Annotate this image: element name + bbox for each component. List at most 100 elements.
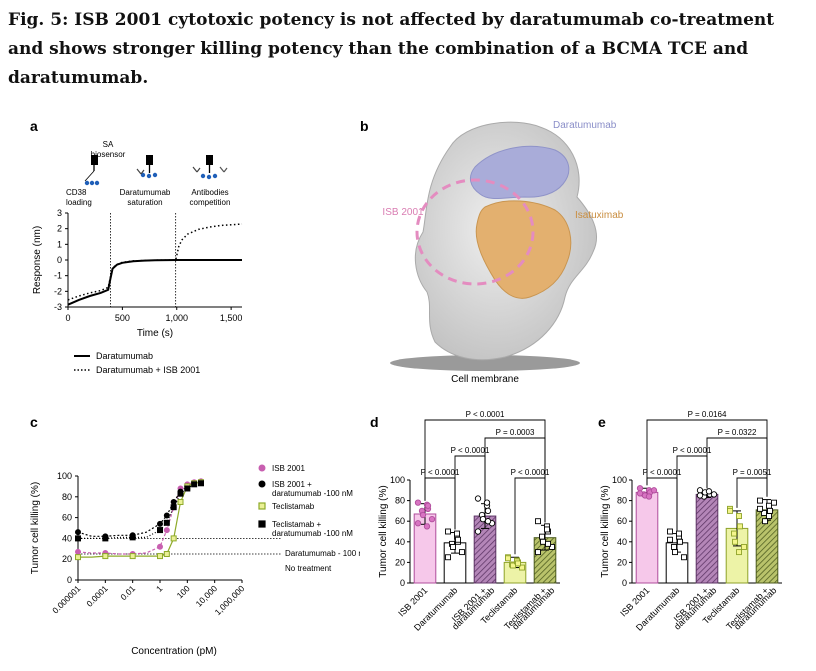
a-y-axis-title: Response (nm) (32, 226, 43, 294)
c-data-point (163, 527, 170, 534)
d-data-point (445, 528, 451, 535)
e-data-point (762, 518, 768, 525)
d-y-tick-label: 60 (395, 516, 405, 526)
d-y-tick-label: 20 (395, 557, 405, 567)
e-data-point (766, 502, 772, 509)
c-x-tick-label: 0.000001 (50, 583, 82, 615)
daratumumab-epitope (469, 145, 570, 199)
c-legend-label: Teclistamab (272, 502, 315, 511)
e-significance-bracket (646, 477, 678, 531)
c-x-tick-label: 100 (175, 583, 192, 600)
label-daratumumab: Daratumumab (553, 120, 617, 131)
label-isatuximab: Isatuximab (575, 210, 624, 221)
e-y-tick-label: 100 (612, 475, 627, 485)
a-y-tick-label: -2 (54, 286, 62, 296)
e-y-tick-label: 80 (617, 496, 627, 506)
step-biosensor-label: biosensor (91, 150, 126, 159)
d-data-point (535, 518, 541, 525)
e-data-point (645, 493, 653, 500)
c-legend-label: ISB 2001 + (272, 480, 312, 489)
e-data-point (741, 543, 747, 550)
c-data-point (75, 535, 81, 542)
c-x-tick-label: 1 (154, 583, 165, 594)
label-cell-membrane: Cell membrane (451, 374, 519, 385)
c-y-tick-label: 20 (62, 554, 72, 564)
a-y-tick-label: 1 (57, 239, 62, 249)
step-sa-label: SA (103, 140, 114, 149)
c-x-tick-label: 0.01 (118, 583, 137, 602)
d-significance-label: P < 0.0001 (421, 468, 460, 477)
cell-membrane-shape (390, 355, 580, 371)
panel-label-a: a (30, 118, 38, 134)
d-significance-label: P < 0.0001 (466, 410, 505, 419)
d-significance-label: P < 0.0001 (511, 468, 550, 477)
d-significance-bracket (424, 477, 456, 530)
d-y-tick-label: 80 (395, 496, 405, 506)
a-y-tick-label: -3 (54, 302, 62, 312)
panel-b-structure: Daratumumab ISB 2001 Isatuximab Cell mem… (382, 120, 624, 385)
d-y-tick-label: 0 (400, 578, 405, 588)
a-x-tick-label: 500 (115, 313, 130, 323)
c-y-tick-label: 0 (67, 575, 72, 585)
d-data-point (423, 523, 431, 530)
legend-daratumumab: Daratumumab (96, 351, 153, 361)
e-data-point (636, 490, 644, 497)
c-data-point (170, 535, 177, 542)
e-data-point (710, 491, 718, 498)
c-x-tick-label: 1,000,000 (213, 583, 247, 617)
d-significance-bracket (514, 477, 546, 555)
e-y-tick-label: 20 (617, 557, 627, 567)
c-x-tick-label: 0.0001 (84, 583, 110, 609)
e-data-point (736, 513, 742, 520)
d-data-point (414, 499, 422, 506)
d-data-point (544, 526, 550, 533)
d-data-point (445, 554, 451, 561)
c-data-point (198, 480, 204, 487)
d-data-point (450, 543, 456, 550)
a-y-tick-label: -1 (54, 271, 62, 281)
c-legend-label-cont: daratumumab -100 nM (272, 489, 353, 498)
e-data-point (650, 487, 658, 494)
ref-no-treatment-label: No treatment (285, 564, 332, 573)
c-data-point (102, 535, 109, 542)
d-data-point (424, 502, 432, 509)
d-data-point (428, 515, 436, 523)
a-y-tick-label: 2 (57, 224, 62, 234)
c-y-tick-label: 60 (62, 513, 72, 523)
d-y-tick-label: 40 (395, 537, 405, 547)
c-data-point (163, 519, 170, 526)
figure-caption: Fig. 5: ISB 2001 cytotoxic potency is no… (8, 10, 775, 88)
c-x-tick-label: 10,000 (194, 583, 220, 609)
c-data-point (177, 499, 184, 505)
e-data-point (757, 505, 763, 512)
label-isb2001: ISB 2001 (382, 207, 424, 218)
d-data-point (545, 540, 551, 547)
d-significance-label: P = 0.0003 (496, 428, 535, 437)
panel-c-chart: Daratumumab - 100 nM No treatment 0 20 40 6… (30, 464, 360, 657)
e-significance-label: P = 0.0164 (688, 410, 727, 419)
step3-line2: competition (190, 198, 231, 207)
a-y-tick-label: 0 (57, 255, 62, 265)
a-x-tick-label: 0 (65, 313, 70, 323)
daratumumab-saturation-icon (136, 155, 158, 179)
d-data-point (459, 549, 465, 556)
c-legend-marker (258, 520, 266, 528)
c-data-point (75, 548, 82, 555)
c-legend-marker (258, 480, 266, 488)
step2-line2: saturation (127, 198, 162, 207)
c-data-point (75, 554, 81, 561)
isatuximab-epitope (475, 200, 572, 299)
e-data-point (677, 538, 683, 545)
c-y-tick-label: 100 (57, 471, 72, 481)
e-data-point (767, 507, 773, 514)
d-data-point (505, 555, 511, 562)
e-significance-label: P = 0.0322 (718, 428, 757, 437)
c-y-tick-label: 40 (62, 533, 72, 543)
c-legend-marker (258, 502, 266, 510)
e-y-tick-label: 60 (617, 516, 627, 526)
e-data-point (757, 497, 763, 504)
step3-line1: Antibodies (191, 188, 228, 197)
e-data-point (771, 499, 777, 506)
d-data-point (515, 560, 521, 567)
c-data-point (157, 527, 163, 534)
